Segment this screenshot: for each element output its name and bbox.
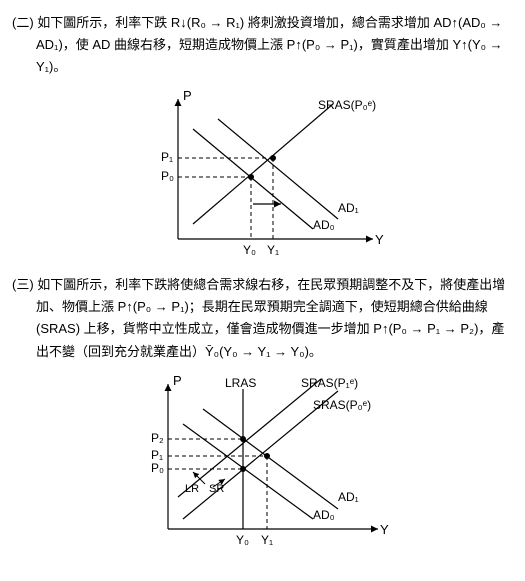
p1-label: P₁ [151, 448, 163, 462]
figure-2: P Y LRAS SRAS(P₀ᵉ) SRAS(P₁ᵉ) AD₀ AD₁ P₂ … [12, 369, 513, 559]
sras1-label: SRAS(P₁ᵉ) [301, 376, 358, 390]
body: 如下圖所示，利率下跌 R↓(R₀ → R₁) 將刺激投資增加，總合需求增加 AD… [36, 15, 503, 74]
y1-label: Y₁ [261, 533, 273, 547]
ad1-label: AD₁ [338, 490, 359, 504]
body: 如下圖所示，利率下跌將使總合需求線右移，在民眾預期調整不及下，將使產出增加、物價… [36, 277, 505, 358]
sras0-label: SRAS(P₀ᵉ) [313, 398, 371, 412]
figure-1: P Y SRAS(P₀ᵉ) AD₀ AD₁ P₁ P₀ Y₀ Y₁ [12, 84, 513, 264]
ad0-label: AD₀ [313, 218, 335, 232]
axis-y: Y [380, 522, 389, 537]
axis-p: P [183, 88, 192, 103]
sr-label: SR [209, 483, 224, 495]
ad1-label: AD₁ [338, 201, 359, 215]
p1-label: P₁ [161, 150, 173, 164]
ad0-label: AD₀ [313, 508, 335, 522]
marker: (二) [12, 15, 34, 30]
y0-label: Y₀ [236, 533, 249, 547]
lras-label: LRAS [225, 376, 256, 390]
section-2-text: (二) 如下圖所示，利率下跌 R↓(R₀ → R₁) 將刺激投資增加，總合需求增… [12, 12, 513, 78]
axis-y: Y [375, 232, 384, 247]
axis-p: P [173, 373, 182, 388]
y1-label: Y₁ [267, 243, 279, 257]
p2-label: P₂ [151, 431, 164, 445]
lr-label: LR [185, 483, 199, 495]
sras-label: SRAS(P₀ᵉ) [318, 98, 376, 112]
marker: (三) [12, 277, 34, 292]
p0-label: P₀ [151, 461, 164, 475]
p0-label: P₀ [161, 169, 174, 183]
section-3-text: (三) 如下圖所示，利率下跌將使總合需求線右移，在民眾預期調整不及下，將使產出增… [12, 274, 513, 362]
y0-label: Y₀ [243, 243, 256, 257]
